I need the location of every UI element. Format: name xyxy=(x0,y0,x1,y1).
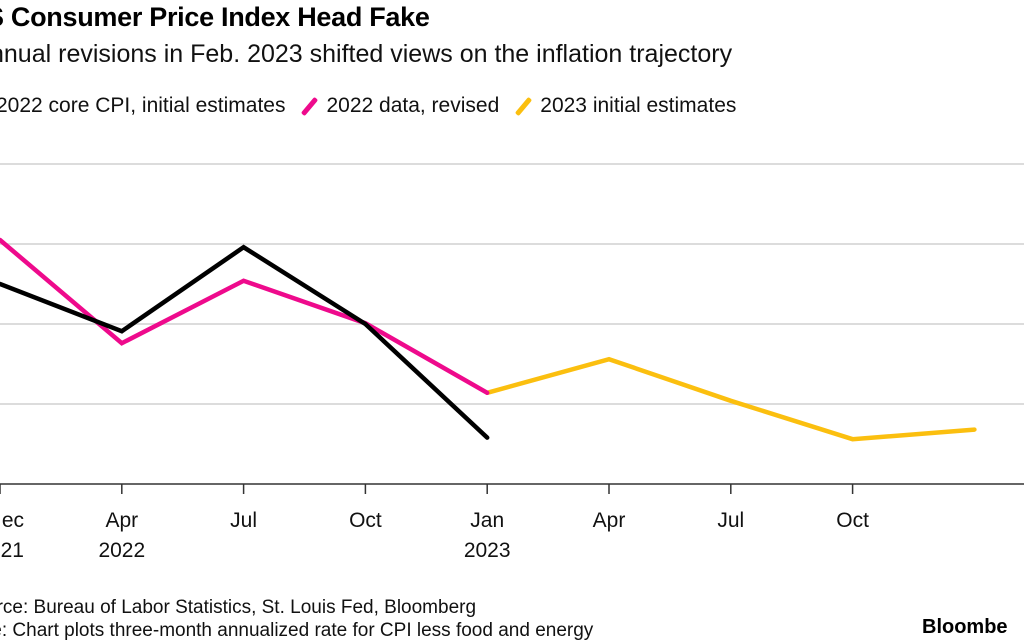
legend-label: 2022 core CPI, initial estimates xyxy=(0,94,286,117)
source-text: urce: Bureau of Labor Statistics, St. Lo… xyxy=(0,597,477,618)
x-tick-label: Apr xyxy=(593,509,626,532)
legend-label: 2023 initial estimates xyxy=(540,94,737,117)
note-text: te: Chart plots three-month annualized r… xyxy=(0,620,594,641)
x-tick-label: Oct xyxy=(349,509,382,532)
series-line-0 xyxy=(0,244,490,440)
legend: 2022 core CPI, initial estimates 2022 da… xyxy=(0,94,758,118)
series-line-2 xyxy=(484,356,977,442)
series-line-1 xyxy=(0,237,490,396)
series-lines xyxy=(0,237,977,442)
bloomberg-logo: Bloombe xyxy=(922,616,1008,638)
x-tick-label: Apr xyxy=(105,509,138,532)
gridlines xyxy=(0,163,1024,405)
x-tick-labels: ec 021 Apr 2022 Jul Oct Jan 2023 Apr Jul Oct xyxy=(0,509,869,562)
x-tick-sublabel: 2022 xyxy=(98,539,145,562)
x-tick-label: Jul xyxy=(230,509,257,532)
x-tick-label: Oct xyxy=(836,509,869,532)
x-tick-sublabel: 021 xyxy=(0,539,24,562)
x-tick-sublabel: 2023 xyxy=(464,539,511,562)
x-axis xyxy=(0,483,1024,494)
chart-subtitle: nnual revisions in Feb. 2023 shifted vie… xyxy=(0,40,733,68)
legend-label: 2022 data, revised xyxy=(326,94,500,117)
legend-item-initial: 2022 core CPI, initial estimates xyxy=(0,94,285,118)
x-tick-label: ec xyxy=(2,509,24,532)
x-tick-label: Jan xyxy=(470,509,504,532)
legend-item-2023: 2023 initial estimates xyxy=(515,94,737,118)
legend-item-revised: 2022 data, revised xyxy=(301,94,500,118)
x-tick-label: Jul xyxy=(717,509,744,532)
chart-title: S Consumer Price Index Head Fake xyxy=(0,2,430,32)
